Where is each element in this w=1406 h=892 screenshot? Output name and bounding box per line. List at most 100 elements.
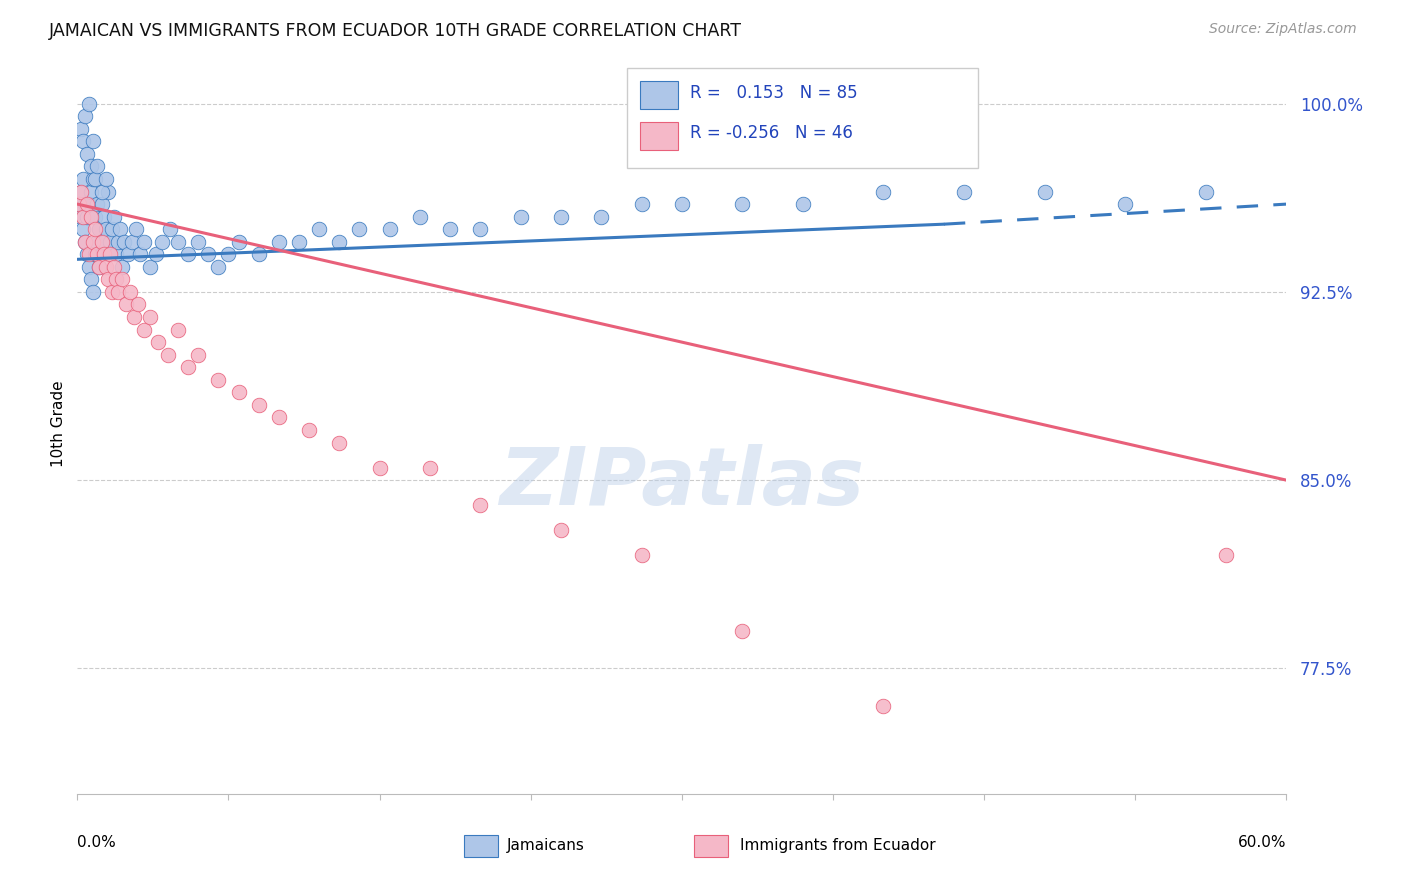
Point <box>98 247 121 261</box>
Point <box>100 285 122 299</box>
Point <box>150 235 173 249</box>
Point <box>103 210 125 224</box>
Point <box>470 498 492 512</box>
Bar <box>464 835 498 857</box>
Point <box>90 247 112 261</box>
Point <box>118 285 141 299</box>
Point <box>368 460 391 475</box>
Point <box>72 222 94 236</box>
Point <box>378 222 401 236</box>
Point <box>79 260 101 274</box>
Point <box>111 260 134 274</box>
Point <box>591 210 613 224</box>
Point <box>439 222 461 236</box>
Point <box>98 235 121 249</box>
Point <box>80 210 103 224</box>
Point <box>267 410 290 425</box>
Point <box>122 310 145 324</box>
Point <box>872 185 894 199</box>
Point <box>96 272 118 286</box>
Point <box>93 247 115 261</box>
Point <box>90 197 112 211</box>
Point <box>128 247 150 261</box>
Point <box>86 235 108 249</box>
Point <box>72 134 94 148</box>
Point <box>76 197 98 211</box>
Point <box>89 260 111 274</box>
Point <box>470 222 492 236</box>
Point <box>872 699 894 714</box>
Point <box>177 360 200 375</box>
Point <box>630 549 652 563</box>
Point <box>67 197 90 211</box>
Point <box>145 247 167 261</box>
Point <box>114 297 136 311</box>
Point <box>731 197 754 211</box>
Point <box>218 247 240 261</box>
Point <box>1215 549 1237 563</box>
Point <box>207 260 229 274</box>
Point <box>104 272 127 286</box>
Point <box>550 524 572 538</box>
Point <box>197 247 219 261</box>
Point <box>82 285 104 299</box>
Point <box>953 185 976 199</box>
Point <box>72 210 94 224</box>
Point <box>80 160 103 174</box>
Point <box>103 260 125 274</box>
Point <box>79 96 101 111</box>
Text: JAMAICAN VS IMMIGRANTS FROM ECUADOR 10TH GRADE CORRELATION CHART: JAMAICAN VS IMMIGRANTS FROM ECUADOR 10TH… <box>49 22 742 40</box>
Point <box>80 185 103 199</box>
Point <box>228 235 250 249</box>
Y-axis label: 10th Grade: 10th Grade <box>51 380 66 467</box>
Point <box>79 197 101 211</box>
Point <box>84 247 107 261</box>
Point <box>82 172 104 186</box>
Point <box>509 210 531 224</box>
Point <box>1195 185 1218 199</box>
Point <box>82 235 104 249</box>
Point <box>84 222 107 236</box>
Point <box>76 147 98 161</box>
Point <box>167 322 190 336</box>
Point <box>86 247 108 261</box>
Point <box>159 222 181 236</box>
Text: Source: ZipAtlas.com: Source: ZipAtlas.com <box>1209 22 1357 37</box>
Point <box>177 247 200 261</box>
FancyBboxPatch shape <box>627 69 979 169</box>
Point <box>550 210 572 224</box>
Point <box>108 222 131 236</box>
Text: R =   0.153   N = 85: R = 0.153 N = 85 <box>690 84 858 102</box>
Point <box>75 235 97 249</box>
Point <box>247 398 270 412</box>
Point <box>125 222 148 236</box>
Point <box>132 322 155 336</box>
Point <box>94 222 117 236</box>
Point <box>146 335 169 350</box>
Point <box>187 348 209 362</box>
Point <box>111 272 134 286</box>
Point <box>298 423 321 437</box>
Point <box>75 197 97 211</box>
Point <box>328 235 350 249</box>
Point <box>132 235 155 249</box>
Point <box>328 435 350 450</box>
Point <box>79 247 101 261</box>
Point <box>1114 197 1136 211</box>
Point <box>93 235 115 249</box>
Point <box>228 385 250 400</box>
Point <box>80 272 103 286</box>
Point <box>112 235 135 249</box>
Point <box>207 373 229 387</box>
Point <box>139 260 162 274</box>
Point <box>187 235 209 249</box>
Point <box>90 185 112 199</box>
Point <box>157 348 180 362</box>
Point <box>127 297 149 311</box>
Text: ZIPatlas: ZIPatlas <box>499 444 865 522</box>
Point <box>409 210 432 224</box>
Point <box>419 460 441 475</box>
Point <box>1033 185 1056 199</box>
Point <box>792 197 814 211</box>
Text: 0.0%: 0.0% <box>77 835 117 849</box>
